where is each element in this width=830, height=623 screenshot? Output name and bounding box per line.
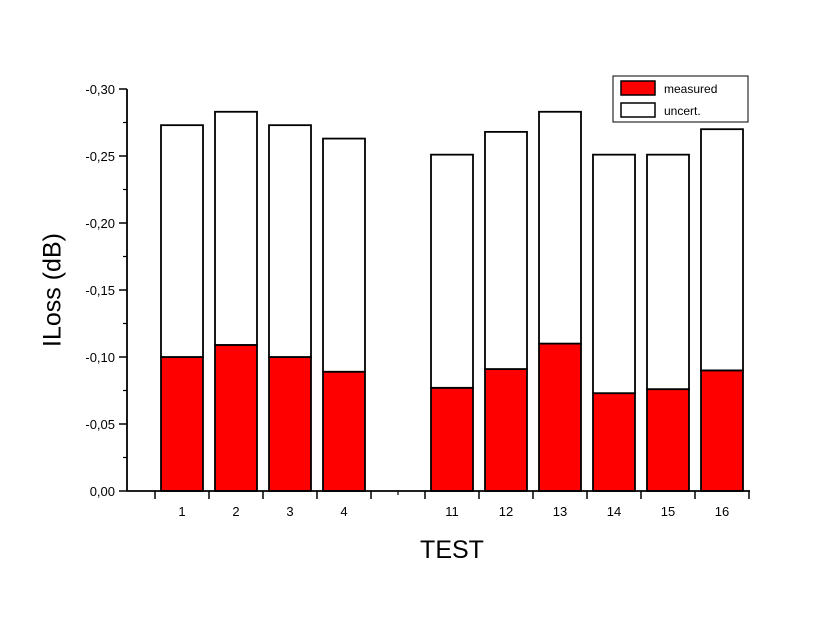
y-tick-label: -0,30	[85, 82, 115, 97]
legend-swatch-measured	[620, 80, 656, 96]
x-tick-label: 11	[445, 504, 459, 519]
ticks: 0,00-0,05-0,10-0,15-0,20-0,25-0,301 2 3 4 11…	[85, 82, 750, 519]
x-tick-label: 16	[715, 504, 729, 519]
bar-uncert-11	[430, 153, 474, 389]
bar-uncert-13	[538, 110, 582, 345]
bar-uncert-16	[700, 128, 744, 372]
x-tick-label: 14	[607, 504, 621, 519]
bar-measured-4	[322, 370, 366, 492]
y-tick-label: 0,00	[90, 484, 115, 499]
bar-uncert-1	[160, 124, 204, 358]
bar-uncert-15	[646, 153, 690, 391]
y-tick-label: -0,15	[85, 283, 115, 298]
bar-measured-13	[538, 342, 582, 492]
y-tick-label: -0,20	[85, 216, 115, 231]
bar-measured-15	[646, 388, 690, 492]
bar-uncert-3	[268, 124, 312, 358]
bar-uncert-4	[322, 137, 366, 373]
x-tick-label: 3	[286, 504, 293, 519]
bar-measured-12	[484, 368, 528, 492]
y-tick-label: -0,05	[85, 417, 115, 432]
bar-measured-14	[592, 392, 636, 492]
x-tick-label: 1	[178, 504, 185, 519]
y-tick-label: -0,25	[85, 149, 115, 164]
legend-swatch-uncert	[620, 102, 656, 118]
bar-uncert-12	[484, 130, 528, 370]
x-tick-label: 13	[553, 504, 567, 519]
bar-measured-16	[700, 369, 744, 492]
x-tick-label: 2	[232, 504, 239, 519]
bar-uncert-2	[214, 110, 258, 346]
x-tick-label: 4	[340, 504, 347, 519]
legend: measured uncert.	[612, 75, 749, 123]
legend-label-uncert: uncert.	[664, 104, 701, 118]
x-axis-title: TEST	[420, 536, 484, 564]
bar-measured-1	[160, 356, 204, 492]
bar-measured-11	[430, 386, 474, 492]
x-tick-label: 15	[661, 504, 675, 519]
bar-measured-2	[214, 344, 258, 492]
y-tick-label: -0,10	[85, 350, 115, 365]
x-tick-label: 12	[499, 504, 513, 519]
legend-label-measured: measured	[664, 82, 717, 96]
bar-uncert-14	[592, 153, 636, 395]
bars	[160, 110, 744, 492]
y-axis-title: ILoss (dB)	[39, 233, 67, 347]
bar-measured-3	[268, 356, 312, 492]
